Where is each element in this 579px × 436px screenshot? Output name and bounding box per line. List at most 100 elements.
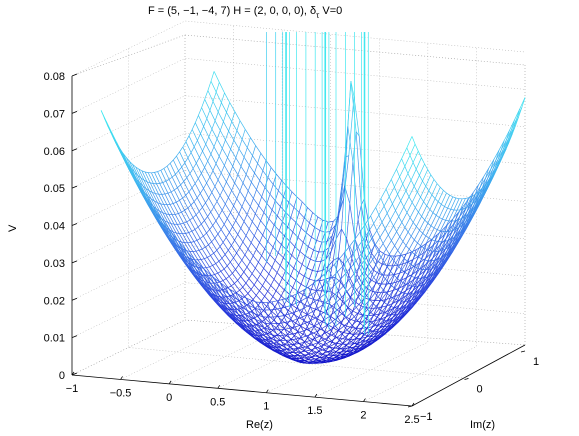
mesh-line-x xyxy=(181,212,188,223)
mesh-line-y xyxy=(190,241,194,243)
mesh-line-y xyxy=(454,219,459,222)
mesh-line-y xyxy=(169,235,174,243)
mesh-line-y xyxy=(385,188,390,197)
mesh-line-x xyxy=(223,224,230,233)
mesh-line-y xyxy=(333,343,338,349)
mesh-line-y xyxy=(266,254,271,262)
mesh-line-y xyxy=(190,146,195,153)
mesh-line-x xyxy=(261,330,268,334)
mesh-line-y xyxy=(297,361,301,363)
mesh-line-y xyxy=(114,139,119,147)
mesh-line-y xyxy=(326,277,331,292)
mesh-line-y xyxy=(384,228,389,236)
mesh-line-y xyxy=(220,268,225,272)
mesh-line-x xyxy=(163,168,170,180)
mesh-line-y xyxy=(184,207,189,211)
chart-title: F = (5, −1, −4, 7) H = (2, 0, 0, 0), δτ … xyxy=(148,5,342,20)
mesh-line-x xyxy=(284,289,290,295)
mesh-line-y xyxy=(291,348,296,353)
mesh-line-y xyxy=(321,361,325,363)
mesh-line-y xyxy=(111,131,115,140)
mesh-line-x xyxy=(329,343,335,348)
mesh-line-y xyxy=(211,274,215,276)
mesh-line-y xyxy=(380,333,384,336)
mesh-line-x xyxy=(449,220,456,232)
mesh-line-y xyxy=(396,319,401,323)
mesh-line-y xyxy=(339,332,344,339)
mesh-line-y xyxy=(337,228,342,258)
mesh-line-y xyxy=(430,225,435,229)
mesh-line-y xyxy=(423,243,427,254)
mesh-line-y xyxy=(347,297,352,308)
mesh-line-x xyxy=(149,182,156,194)
mesh-line-y xyxy=(280,353,285,357)
mesh-line-x xyxy=(197,226,204,237)
mesh-line-x xyxy=(319,293,326,299)
mesh-line-x xyxy=(212,265,219,274)
mesh-line-y xyxy=(346,347,350,352)
mesh-line-y xyxy=(451,241,456,246)
mesh-line-x xyxy=(214,186,221,196)
mesh-line-y xyxy=(317,308,322,315)
mesh-line-y xyxy=(266,301,270,307)
mesh-line-y xyxy=(335,351,339,354)
mesh-line-y xyxy=(385,278,389,283)
mesh-line-y xyxy=(449,194,453,198)
mesh-line-y xyxy=(416,267,420,270)
mesh-line-y xyxy=(322,353,326,357)
mesh-line-x xyxy=(170,191,177,203)
mesh-line-x xyxy=(339,185,345,211)
mesh-line-x xyxy=(226,265,233,274)
mesh-line-y xyxy=(339,179,343,211)
title-tail: V=0 xyxy=(319,5,342,17)
mesh-line-y xyxy=(269,184,274,195)
mesh-line-y xyxy=(236,289,240,293)
mesh-line-x xyxy=(226,112,233,122)
mesh-line-x xyxy=(307,207,313,213)
mesh-line-y xyxy=(202,144,207,152)
mesh-line-x xyxy=(293,313,299,318)
mesh-line-y xyxy=(391,324,396,328)
mesh-line-y xyxy=(289,231,294,242)
mesh-line-x xyxy=(180,184,187,196)
mesh-line-y xyxy=(258,255,262,263)
mesh-line-x xyxy=(306,232,312,238)
mesh-line-y xyxy=(186,219,190,223)
mesh-line-y xyxy=(187,152,192,159)
mesh-line-x xyxy=(204,220,210,230)
mesh-line-y xyxy=(388,282,392,286)
mesh-line-y xyxy=(425,284,430,288)
mesh-line-x xyxy=(358,135,365,199)
mesh-line-y xyxy=(267,323,271,327)
mesh-line-y xyxy=(480,185,485,190)
mesh-line-y xyxy=(236,247,241,254)
mesh-line-y xyxy=(156,208,160,212)
mesh-line-x xyxy=(246,322,252,327)
mesh-line-y xyxy=(305,323,310,330)
mesh-line-y xyxy=(496,158,501,167)
mesh-line-x xyxy=(229,174,235,184)
mesh-line-y xyxy=(160,203,164,205)
mesh-line-y xyxy=(193,239,198,242)
mesh-line-y xyxy=(427,279,432,283)
mesh-line-y xyxy=(151,210,156,217)
mesh-line-x xyxy=(224,92,231,103)
mesh-line-y xyxy=(175,248,180,255)
mesh-line-y xyxy=(212,91,217,102)
mesh-line-y xyxy=(292,280,297,288)
mesh-line-x xyxy=(294,298,301,303)
mesh-line-y xyxy=(469,215,474,221)
mesh-line-x xyxy=(169,204,176,215)
mesh-line-y xyxy=(185,135,190,142)
mesh-line-y xyxy=(308,316,313,324)
mesh-line-x xyxy=(241,259,248,268)
mesh-line-x xyxy=(268,315,275,321)
mesh-line-y xyxy=(416,291,420,294)
mesh-line-y xyxy=(250,235,255,243)
mesh-line-x xyxy=(356,301,362,308)
mesh-line-y xyxy=(193,140,198,147)
mesh-line-y xyxy=(376,250,381,261)
mesh-line-x xyxy=(226,181,232,191)
mesh-line-x xyxy=(285,305,291,308)
mesh-line-y xyxy=(518,107,523,117)
